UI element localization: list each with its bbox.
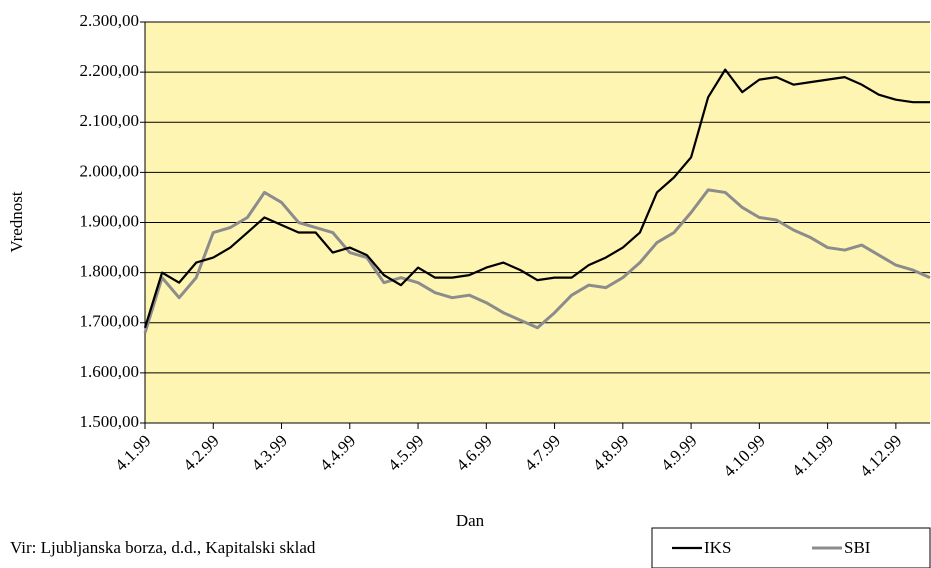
x-tick-label: 4.11.99 xyxy=(788,431,837,480)
y-axis-title: Vrednost xyxy=(7,191,26,253)
x-tick-label: 4.6.99 xyxy=(452,431,495,474)
x-tick-label: 4.1.99 xyxy=(111,431,154,474)
x-tick-label: 4.5.99 xyxy=(384,431,427,474)
y-tick-label: 2.200,00 xyxy=(80,61,140,80)
x-tick-label: 4.9.99 xyxy=(657,431,700,474)
legend-label: SBI xyxy=(844,538,871,557)
x-tick-label: 4.8.99 xyxy=(589,431,632,474)
x-tick-label: 4.10.99 xyxy=(719,431,768,480)
y-tick-label: 1.900,00 xyxy=(80,211,140,230)
y-tick-label: 1.500,00 xyxy=(80,412,140,431)
y-tick-label: 2.300,00 xyxy=(80,11,140,30)
x-tick-label: 4.2.99 xyxy=(179,431,222,474)
legend-label: IKS xyxy=(704,538,731,557)
x-tick-label: 4.7.99 xyxy=(521,431,564,474)
x-tick-label: 4.3.99 xyxy=(248,431,291,474)
y-tick-label: 2.100,00 xyxy=(80,111,140,130)
x-tick-label: 4.4.99 xyxy=(316,431,359,474)
source-note: Vir: Ljubljanska borza, d.d., Kapitalski… xyxy=(10,538,316,557)
series-line xyxy=(143,188,931,334)
series-line xyxy=(143,68,930,329)
x-tick-label: 4.12.99 xyxy=(856,431,905,480)
y-tick-label: 1.800,00 xyxy=(80,262,140,281)
y-tick-label: 1.700,00 xyxy=(80,312,140,331)
x-axis-title: Dan xyxy=(456,511,485,530)
y-tick-label: 1.600,00 xyxy=(80,362,140,381)
y-tick-label: 2.000,00 xyxy=(80,161,140,180)
